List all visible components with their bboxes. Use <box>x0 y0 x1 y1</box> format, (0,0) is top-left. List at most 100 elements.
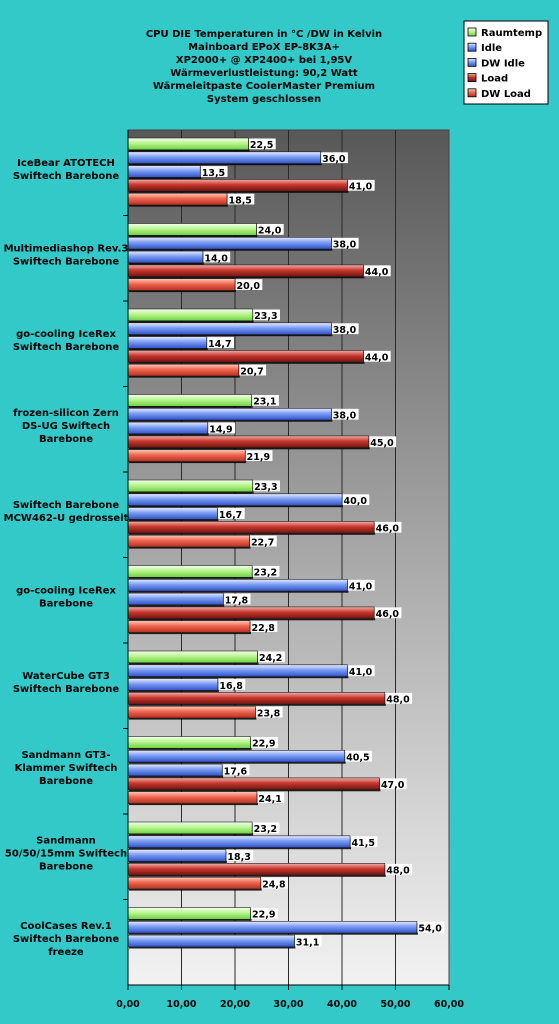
data-label: 24,2 <box>259 653 282 664</box>
legend-label: DW Idle <box>481 58 525 69</box>
data-label: 47,0 <box>381 780 405 791</box>
legend: Raumtemp Idle DW Idle Load DW Load <box>463 20 549 105</box>
bar <box>127 363 240 377</box>
data-label-bg <box>203 251 231 263</box>
data-label-bg <box>363 350 391 362</box>
data-label-bg <box>257 792 285 803</box>
x-axis: 0,00 10,00 20,00 30,00 40,00 50,00 60,00 <box>116 130 464 1010</box>
title-line: CPU DIE Temperaturen in °C /DW in Kelvin <box>146 29 382 40</box>
data-label-bg <box>347 665 375 677</box>
category-labels: IceBear ATOTECH Swiftech Barebone Multimed… <box>4 158 129 958</box>
bar <box>127 692 386 705</box>
bar <box>127 821 253 835</box>
bar <box>127 777 380 791</box>
data-label-bg <box>226 850 254 861</box>
data-label: 16,8 <box>219 681 243 692</box>
bar <box>127 137 249 151</box>
legend-swatch <box>467 27 477 37</box>
data-label-bg <box>253 309 280 321</box>
data-label: 40,5 <box>346 753 369 764</box>
data-label-bg <box>342 494 370 506</box>
data-label: 14,9 <box>209 424 232 435</box>
legend-items: Raumtemp Idle DW Idle Load DW Load <box>467 27 542 100</box>
data-label: 16,7 <box>219 510 242 521</box>
bar <box>127 165 201 178</box>
data-label-bg <box>251 908 278 919</box>
bar <box>127 534 250 548</box>
data-label-bg <box>207 337 234 348</box>
data-label-bg <box>363 265 391 277</box>
bar <box>127 705 256 719</box>
data-label-bg <box>245 450 273 461</box>
category-label: CoolCases Rev.1 <box>20 921 112 932</box>
category-label: Swiftech Barebone <box>13 934 120 945</box>
data-label: 24,8 <box>262 879 286 890</box>
bar <box>127 521 375 534</box>
bar <box>127 578 348 592</box>
title-line: XP2000+ @ XP2400+ bei 1,95V <box>176 55 352 66</box>
data-label: 17,6 <box>224 766 248 777</box>
data-label: 14,7 <box>208 339 231 350</box>
bar <box>127 678 219 691</box>
data-label: 41,5 <box>352 838 375 849</box>
legend-swatch <box>467 73 477 82</box>
data-label: 36,0 <box>322 154 346 165</box>
data-label: 31,1 <box>296 937 319 948</box>
x-tick-label: 0,00 <box>116 999 140 1010</box>
data-label: 17,8 <box>225 595 249 606</box>
category-label: Klammer Swiftech <box>15 763 118 774</box>
data-label: 21,9 <box>247 452 270 463</box>
category-label: go-cooling IceRex <box>16 585 116 596</box>
bar <box>127 606 375 620</box>
bar <box>127 620 251 633</box>
bar <box>127 876 261 890</box>
data-labels: 22,5 36,0 13,5 41,0 18,5 24,0 38,0 14,0 44,0 20,0… <box>200 138 445 948</box>
category-label: MCW462-U gedrosselt <box>4 513 129 524</box>
data-label-bg <box>331 408 359 420</box>
x-tick-label: 20,00 <box>220 999 250 1010</box>
legend-label: Idle <box>481 43 502 54</box>
data-label: 24,0 <box>258 226 282 237</box>
bar <box>127 449 246 462</box>
data-label-bg <box>250 621 278 632</box>
legend-swatch <box>467 88 477 98</box>
title-line: Wärmeleitpaste CoolerMaster Premium <box>153 81 375 92</box>
data-label-bg <box>385 863 413 875</box>
data-label: 14,0 <box>204 253 228 264</box>
data-label: 23,2 <box>254 824 277 835</box>
bar <box>127 736 251 749</box>
bar <box>127 151 321 164</box>
bar <box>127 493 343 506</box>
data-label-bg <box>248 138 276 150</box>
title-line: Wärmeverlustleistung: 90,2 Watt <box>170 68 358 79</box>
data-label: 22,9 <box>252 910 275 921</box>
data-label: 41,0 <box>349 667 373 678</box>
data-label-bg <box>321 152 348 164</box>
bar <box>127 664 348 677</box>
category-label: Sandmann <box>36 835 96 846</box>
chart-title: CPU DIE Temperaturen in °C /DW in Kelvin… <box>146 29 382 105</box>
data-label-bg <box>256 224 284 235</box>
bar <box>127 835 351 848</box>
data-label: 48,0 <box>386 695 410 706</box>
x-tick-label: 10,00 <box>166 999 196 1010</box>
data-label: 46,0 <box>376 524 400 535</box>
data-label-bg <box>369 436 397 448</box>
data-label-bg <box>252 822 280 834</box>
bar <box>127 179 348 192</box>
data-label: 41,0 <box>349 582 373 593</box>
category-label: go-cooling IceRex <box>16 329 116 340</box>
data-label: 22,7 <box>251 537 274 548</box>
data-label: 13,5 <box>202 168 225 179</box>
category-label: 50/50/15mm Swiftech <box>5 848 127 859</box>
data-label: 23,1 <box>253 397 276 408</box>
legend-swatch <box>467 42 477 52</box>
x-tick-label: 50,00 <box>380 999 410 1010</box>
data-label-bg <box>294 935 322 947</box>
bar <box>127 350 364 363</box>
data-label: 23,3 <box>254 311 277 322</box>
bar <box>127 763 223 777</box>
data-label: 23,2 <box>254 568 277 579</box>
data-label: 54,0 <box>418 924 442 935</box>
